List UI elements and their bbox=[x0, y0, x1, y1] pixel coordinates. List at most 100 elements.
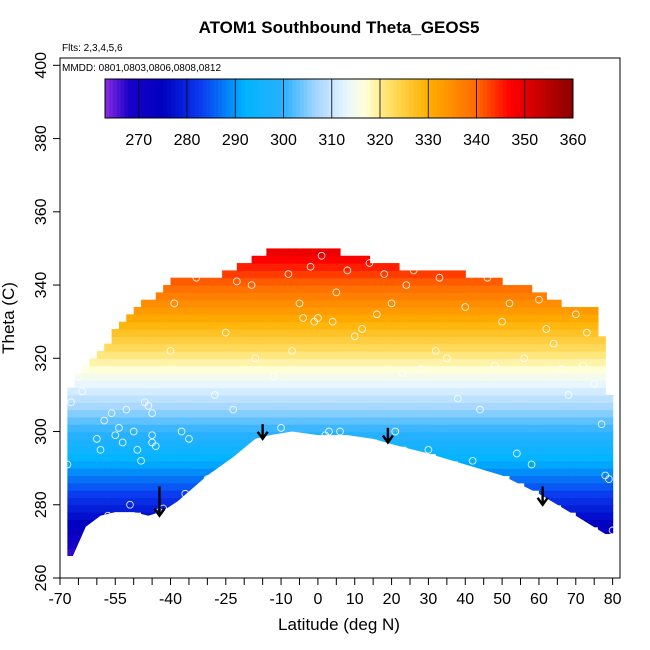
heatmap-cell bbox=[177, 380, 186, 389]
heatmap-cell bbox=[465, 460, 474, 469]
colorbar-swatch bbox=[530, 79, 535, 118]
observation-point bbox=[387, 299, 396, 308]
heatmap-cell bbox=[133, 307, 142, 315]
heatmap-cell bbox=[480, 453, 488, 462]
heatmap-cell bbox=[303, 380, 312, 389]
observation-point bbox=[129, 427, 138, 436]
colorbar-swatch bbox=[167, 79, 172, 118]
colorbar-swatch bbox=[108, 79, 114, 118]
observation-point bbox=[402, 281, 411, 289]
heatmap-cell bbox=[118, 504, 127, 513]
heatmap-cell bbox=[509, 431, 518, 440]
heatmap-cell bbox=[391, 402, 400, 411]
heatmap-cell bbox=[118, 482, 127, 491]
heatmap-cell bbox=[207, 380, 216, 389]
observation-point bbox=[104, 511, 112, 520]
heatmap-cell bbox=[443, 416, 452, 425]
heatmap-cell bbox=[391, 285, 400, 293]
heatmap-cell bbox=[96, 394, 105, 403]
heatmap-cell bbox=[494, 424, 503, 433]
heatmap-cell bbox=[398, 409, 407, 418]
observation-point bbox=[579, 361, 588, 370]
heatmap-cell bbox=[118, 475, 127, 484]
heatmap-cell bbox=[391, 277, 400, 286]
heatmap-cell bbox=[435, 285, 444, 293]
heatmap-cell bbox=[155, 343, 164, 352]
heatmap-cell bbox=[605, 446, 614, 455]
heatmap-cell bbox=[207, 277, 216, 286]
heatmap-cell bbox=[295, 416, 304, 425]
colorbar-swatch bbox=[495, 79, 500, 118]
heatmap-cell bbox=[398, 343, 407, 352]
heatmap-cell bbox=[236, 292, 245, 301]
heatmap-cell bbox=[406, 402, 415, 411]
heatmap-cell bbox=[524, 380, 533, 389]
heatmap-cell bbox=[443, 424, 452, 433]
heatmap-cell bbox=[575, 328, 584, 337]
heatmap-cell bbox=[435, 409, 444, 418]
heatmap-cell bbox=[148, 321, 157, 330]
heatmap-cell bbox=[546, 460, 555, 469]
colorbar-swatch bbox=[350, 79, 356, 118]
observation-point bbox=[435, 273, 444, 282]
observation-point bbox=[380, 270, 389, 278]
heatmap-cell bbox=[118, 336, 127, 345]
heatmap-cell bbox=[590, 431, 599, 440]
heatmap-cell bbox=[177, 343, 186, 352]
heatmap-cell bbox=[391, 431, 400, 440]
heatmap-cell bbox=[384, 336, 393, 345]
heatmap-cell bbox=[111, 497, 120, 506]
heatmap-cell bbox=[163, 358, 172, 367]
heatmap-cell bbox=[561, 343, 570, 352]
heatmap-cell bbox=[200, 431, 208, 440]
heatmap-cell bbox=[435, 299, 444, 308]
heatmap-cell bbox=[141, 468, 150, 477]
heatmap-cell bbox=[288, 409, 297, 418]
heatmap-cell bbox=[317, 285, 326, 293]
heatmap-cell bbox=[104, 431, 113, 440]
heatmap-cell bbox=[266, 365, 275, 374]
heatmap-cell bbox=[531, 402, 540, 411]
heatmap-cell bbox=[133, 482, 142, 491]
heatmap-cell bbox=[406, 336, 415, 345]
heatmap-cell bbox=[502, 380, 511, 389]
heatmap-cell bbox=[384, 372, 393, 381]
observation-point bbox=[170, 299, 179, 308]
heatmap-cell bbox=[494, 328, 503, 337]
heatmap-cell bbox=[266, 277, 275, 286]
heatmap-cell bbox=[538, 453, 547, 462]
heatmap-cell bbox=[376, 277, 385, 286]
heatmap-cell bbox=[104, 424, 113, 433]
heatmap-cell bbox=[398, 299, 407, 308]
heatmap-cell bbox=[214, 438, 223, 447]
heatmap-cell bbox=[516, 424, 525, 433]
heatmap-cell bbox=[487, 328, 496, 337]
heatmap-cell bbox=[428, 380, 437, 389]
heatmap-cell bbox=[192, 460, 201, 469]
heatmap-cell bbox=[185, 321, 194, 330]
heatmap-cell bbox=[480, 292, 488, 301]
heatmap-cell bbox=[575, 490, 584, 499]
heatmap-cell bbox=[421, 292, 430, 301]
colorbar-swatch bbox=[553, 79, 558, 118]
heatmap-cell bbox=[472, 365, 481, 374]
heatmap-cell bbox=[104, 504, 113, 513]
heatmap-cell bbox=[155, 314, 164, 323]
heatmap-cell bbox=[362, 431, 371, 440]
heatmap-cell bbox=[214, 409, 223, 418]
heatmap-cell bbox=[340, 292, 348, 301]
heatmap-cell bbox=[531, 380, 540, 389]
heatmap-cell bbox=[89, 446, 98, 455]
heatmap-cell bbox=[244, 285, 253, 293]
heatmap-cell bbox=[67, 541, 76, 550]
colorbar-swatch bbox=[190, 79, 196, 118]
heatmap-cell bbox=[170, 336, 179, 345]
heatmap-cell bbox=[561, 394, 570, 403]
heatmap-cell bbox=[177, 292, 186, 301]
heatmap-cell bbox=[561, 468, 570, 477]
observation-point bbox=[118, 438, 127, 447]
heatmap-cell bbox=[74, 431, 83, 440]
heatmap-cell bbox=[487, 409, 496, 418]
heatmap-cell bbox=[96, 504, 105, 513]
heatmap-cell bbox=[207, 307, 216, 315]
